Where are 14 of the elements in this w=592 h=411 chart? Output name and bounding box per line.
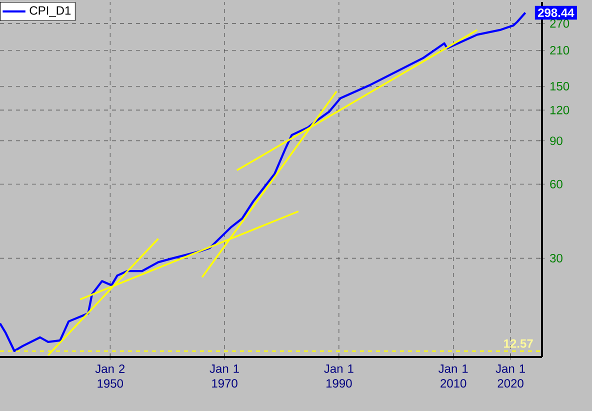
x-tick-label: Jan 1 1970 [210,364,239,388]
y-tick-label: 90 [550,136,562,146]
x-tick-label: Jan 1 1990 [324,364,354,388]
y-tick-label: 60 [550,180,562,188]
y-tick-label: 150 [550,82,570,90]
x-tick-label: Jan 1 2010 [438,364,468,388]
ref-line-label: 12.57 [504,339,533,348]
y-tick-label: 30 [550,254,562,262]
annotation: 298.44 [538,8,574,17]
x-tick-label: Jan 2 1950 [95,364,125,388]
y-tick-label: 120 [550,106,570,114]
y-tick-label: 210 [550,46,570,55]
legend-label: CPI_D1 [30,6,71,18]
x-tick-label: Jan 1 2020 [496,364,525,388]
